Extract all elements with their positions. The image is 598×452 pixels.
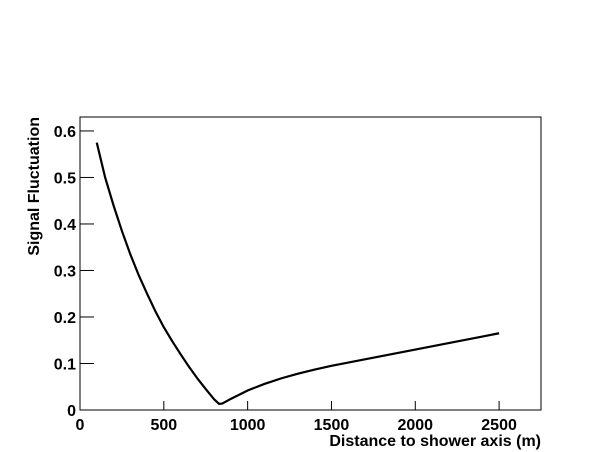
x-tick-label: 1000 [230,417,266,434]
x-tick-label: 1500 [314,417,350,434]
y-tick-label: 0.4 [54,217,76,234]
y-tick-label: 0.6 [54,124,76,141]
y-tick-label: 0.3 [54,263,76,280]
x-axis-title: Distance to shower axis (m) [329,433,541,450]
data-line [95,142,500,406]
x-tick-label: 2500 [481,417,517,434]
x-tick-label: 2000 [397,417,433,434]
y-tick-label: 0.5 [54,170,76,187]
y-tick-label: 0 [67,403,76,420]
y-axis-title: Signal Fluctuation [26,117,43,256]
x-tick-label: 500 [150,417,177,434]
plot-frame [79,116,542,411]
x-tick-label: 0 [76,417,85,434]
y-tick-label: 0.1 [54,356,76,373]
y-tick-label: 0.2 [54,310,76,327]
